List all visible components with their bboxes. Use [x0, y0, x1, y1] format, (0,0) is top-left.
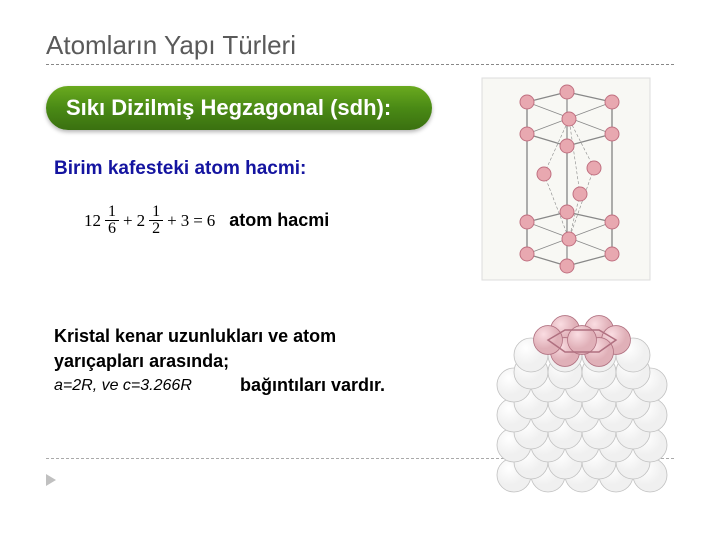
- formula-frac2: 1 2: [149, 204, 163, 237]
- body-text: Kristal kenar uzunlukları ve atom yarıça…: [54, 324, 336, 374]
- slide-marker-icon: [46, 474, 56, 486]
- body-line1: Kristal kenar uzunlukları ve atom: [54, 324, 336, 349]
- formula-coef2: 2: [137, 211, 146, 231]
- formula-term3: 3: [181, 211, 190, 231]
- section-banner-text: Sıkı Dizilmiş Hegzagonal (sdh):: [66, 95, 391, 121]
- formula-label: atom hacmi: [229, 210, 329, 231]
- title-underline: [46, 64, 674, 65]
- unit-cell-svg: [472, 74, 660, 284]
- section-banner: Sıkı Dizilmiş Hegzagonal (sdh):: [46, 86, 432, 130]
- formula-plus2: +: [167, 211, 177, 231]
- formula-coef1: 12: [84, 211, 101, 231]
- body-line2: yarıçapları arasında;: [54, 349, 336, 374]
- volume-formula: 12 1 6 + 2 1 2 + 3 = 6 atom hacmi: [84, 204, 329, 237]
- page-title: Atomların Yapı Türleri: [46, 30, 296, 61]
- packing-diagram: [484, 300, 684, 500]
- formula-plus1: +: [123, 211, 133, 231]
- relation-label: bağıntıları vardır.: [240, 375, 385, 396]
- formula-frac1: 1 6: [105, 204, 119, 237]
- subheading-volume: Birim kafesteki atom hacmi:: [54, 158, 306, 180]
- formula-result: 6: [207, 211, 216, 231]
- relation-formula: a=2R, ve c=3.266R: [54, 377, 192, 395]
- unit-cell-diagram: [472, 74, 660, 284]
- packing-svg: [484, 300, 684, 500]
- formula-eq: =: [193, 211, 203, 231]
